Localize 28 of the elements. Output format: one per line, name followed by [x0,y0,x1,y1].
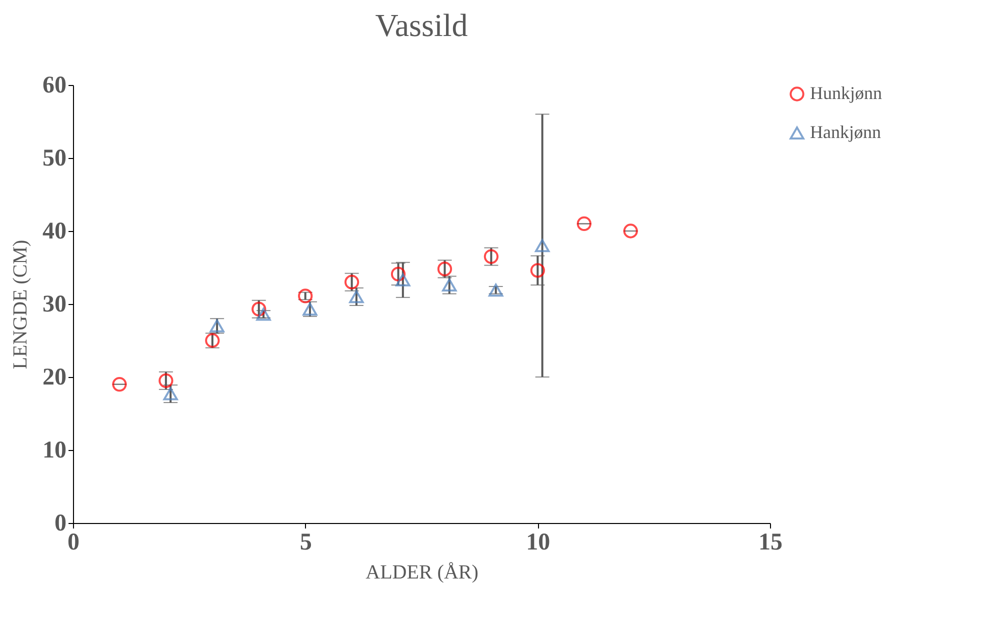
x-tick-label: 10 [526,530,550,556]
legend-label: Hunkjønn [810,83,882,103]
y-tick-label: 50 [42,146,66,172]
point [163,387,178,400]
point [530,263,545,278]
point [534,239,550,252]
point [390,266,406,282]
point [349,290,364,304]
y-tick-label: 60 [42,72,66,98]
point [158,373,174,388]
x-tick-label: 5 [300,530,312,556]
point [252,302,266,316]
y-tick-label: 40 [42,218,66,244]
y-tick-label: 0 [54,510,66,536]
x-tick-label: 15 [758,530,782,556]
chart-title: Vassild [375,7,468,43]
y-axis-title: LENGDE (CM) [10,240,32,370]
x-axis-title: ALDER (ÅR) [366,562,478,584]
point [344,274,360,290]
y-tick-label: 10 [42,438,66,464]
point [623,224,638,238]
point [396,273,410,286]
point [112,376,127,392]
y-tick-label: 20 [42,364,66,390]
point [442,278,457,292]
y-tick-label: 30 [42,292,66,318]
point [576,216,592,232]
legend-label: Hankjønn [810,122,881,142]
